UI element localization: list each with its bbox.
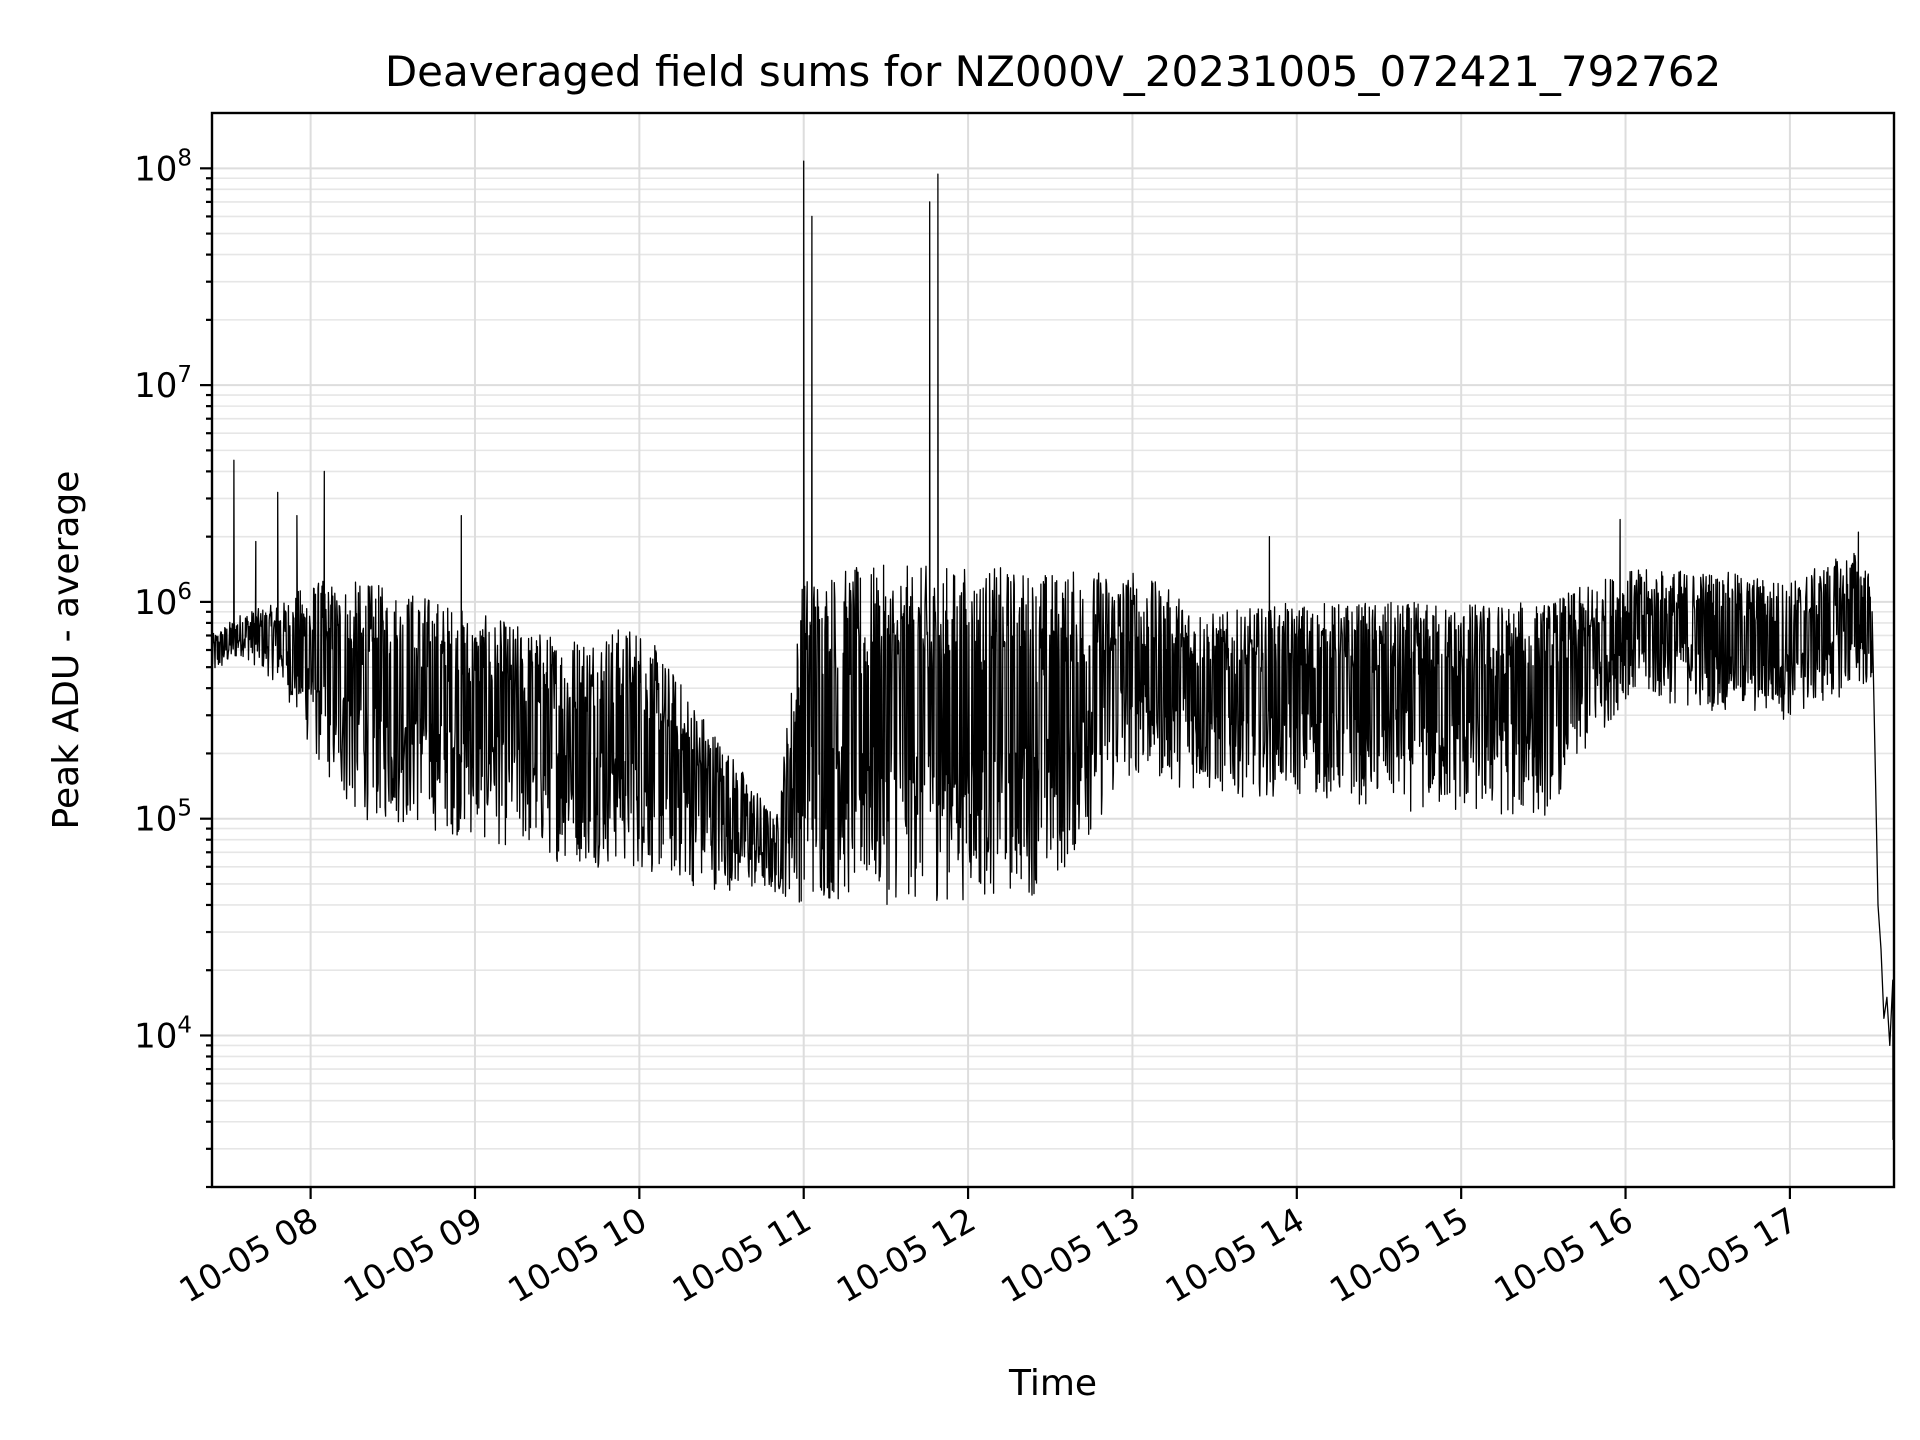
- y-tick-label: 105: [134, 796, 192, 840]
- x-tick-label: 10-05 16: [1488, 1200, 1640, 1311]
- x-axis-label: Time: [1008, 1363, 1097, 1404]
- y-tick-label: 104: [134, 1012, 192, 1056]
- x-tick-label: 10-05 11: [666, 1200, 818, 1311]
- x-axis: 10-05 08 10-05 09 10-05 10 10-05 11 10-05 12…: [173, 1187, 1804, 1311]
- x-tick-label: 10-05 14: [1159, 1200, 1311, 1311]
- y-tick-label: 108: [134, 145, 192, 189]
- series-line: [211, 160, 1894, 1140]
- y-tick-label: 106: [134, 579, 192, 623]
- x-tick-label: 10-05 13: [995, 1200, 1147, 1311]
- x-tick-label: 10-05 08: [173, 1200, 325, 1311]
- x-tick-label: 10-05 09: [337, 1200, 489, 1311]
- x-tick-label: 10-05 17: [1652, 1200, 1804, 1311]
- y-tick-label: 107: [134, 362, 192, 406]
- y-axis: 104 105 106 107 108: [134, 145, 212, 1189]
- y-axis-label: Peak ADU - average: [46, 471, 87, 830]
- chart-title: Deaveraged field sums for NZ000V_2023100…: [385, 47, 1721, 96]
- x-tick-label: 10-05 15: [1323, 1200, 1475, 1311]
- x-tick-label: 10-05 12: [830, 1200, 982, 1311]
- x-tick-label: 10-05 10: [501, 1200, 653, 1311]
